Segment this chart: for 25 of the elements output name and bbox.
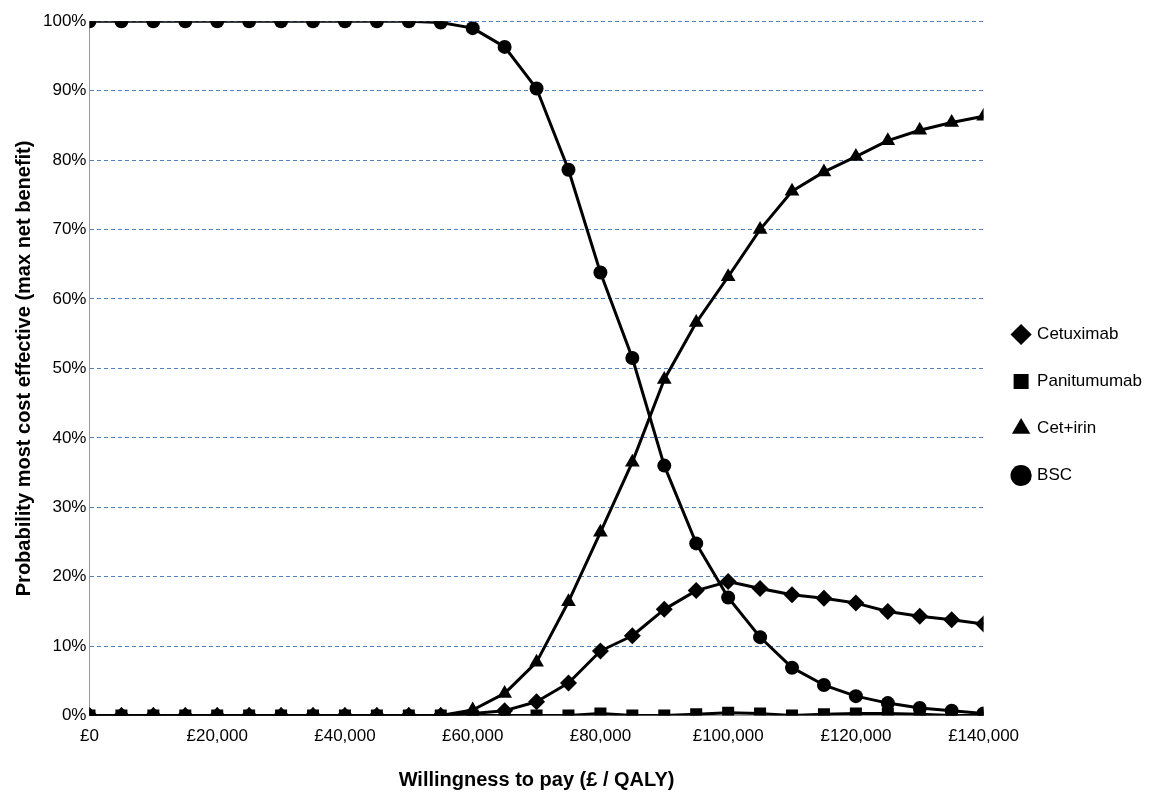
x-tick-label: £0 [80, 726, 99, 746]
y-tick-label: 90% [52, 80, 87, 100]
y-tick-label: 50% [52, 358, 87, 378]
y-tick-label: 0% [61, 705, 87, 725]
x-tick-label: £20,000 [186, 726, 248, 746]
y-tick-label: 100% [43, 10, 87, 30]
legend-label: Cet+irin [1037, 418, 1097, 438]
y-tick-label: 40% [52, 427, 87, 447]
x-tick-label: £120,000 [820, 726, 892, 746]
y-tick-label: 10% [52, 635, 87, 655]
x-tick-label: £80,000 [569, 726, 632, 746]
y-tick-label: 20% [52, 566, 87, 586]
y-tick-label: 80% [52, 149, 87, 169]
y-axis-title: Probability most cost effective (max net benefit) [11, 140, 34, 597]
x-tick-label: £60,000 [441, 726, 504, 746]
x-axis-title: Willingness to pay (£ / QALY) [398, 767, 675, 790]
y-tick-label: 30% [52, 496, 87, 516]
y-tick-label: 60% [52, 288, 87, 308]
legend-label: Panitumumab [1037, 371, 1142, 391]
x-tick-label: £100,000 [692, 726, 764, 746]
x-tick-label: £40,000 [314, 726, 376, 746]
legend-label: BSC [1037, 465, 1073, 485]
y-tick-label: 70% [52, 219, 87, 239]
x-tick-label: £140,000 [948, 726, 1020, 746]
legend-label: Cetuximab [1037, 324, 1119, 344]
